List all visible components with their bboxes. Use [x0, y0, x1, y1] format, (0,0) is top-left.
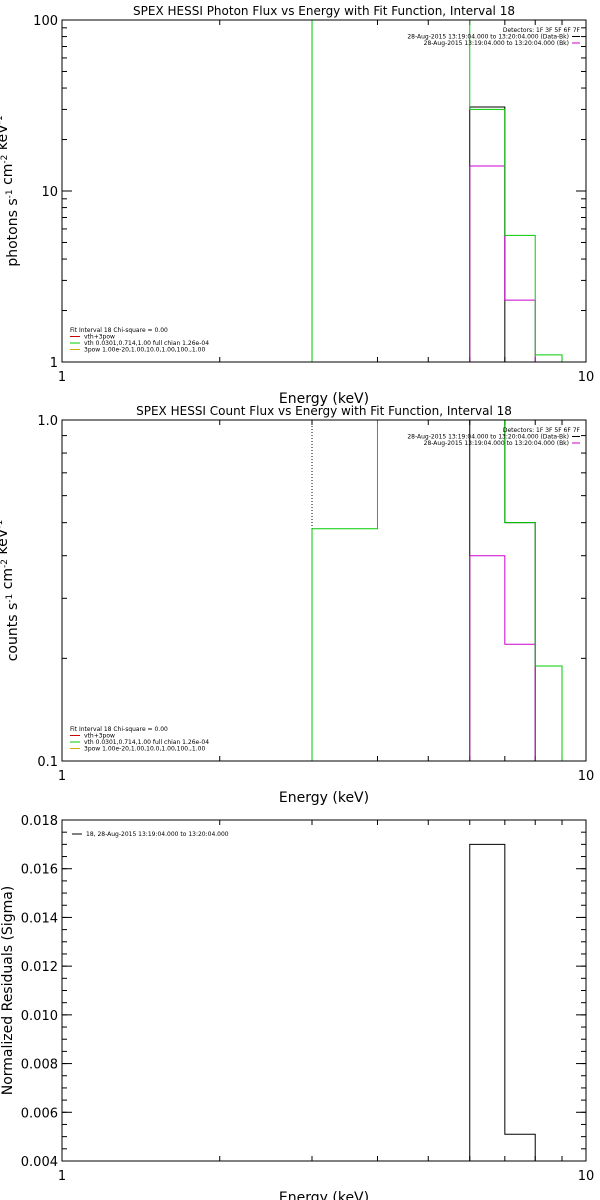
legend-entry: vth 0.0301,0.714,1.00 full chian 1.26e-0… — [84, 340, 209, 347]
x-tick-label: 1 — [58, 769, 66, 784]
y-tick-label: 1.0 — [37, 414, 58, 429]
y-axis-label-part: keV — [0, 124, 11, 155]
legend-top-left: 18, 28-Aug-2015 13:19:04.000 to 13:20:04… — [72, 831, 229, 838]
plot-frame — [61, 419, 587, 762]
legend-entry: 3pow 1.00e-20,1.00,10.0,1.00,100.,1.00 — [84, 746, 205, 753]
legend-entry: vth+3pow — [84, 334, 115, 341]
y-axis-label: Normalized Residuals (Sigma) — [0, 886, 16, 1096]
y-axis-label-part: photons s — [5, 198, 21, 266]
plot-frame — [61, 19, 587, 363]
legend-bottom-left: Fit Interval 18 Chi-square = 0.00vth+3po… — [70, 726, 209, 753]
y-tick-label: 0.006 — [21, 1106, 58, 1121]
legend-entry: 18, 28-Aug-2015 13:19:04.000 to 13:20:04… — [86, 831, 229, 838]
chart-title: SPEX HESSI Photon Flux vs Energy with Fi… — [133, 4, 515, 18]
x-tick-label: 10 — [578, 769, 595, 784]
legend-entry: Fit Interval 18 Chi-square = 0.00 — [70, 327, 168, 334]
y-tick-label: 0.014 — [21, 911, 58, 926]
y-tick-label: 0.018 — [21, 814, 58, 829]
legend-entry: 28-Aug-2015 13:19:04.000 to 13:20:04.000… — [424, 40, 569, 47]
y-tick-label: 0.010 — [21, 1009, 58, 1024]
histogram-series-1 — [469, 420, 536, 761]
plot-frame — [61, 819, 587, 1162]
legend-entry: vth 0.0301,0.714,1.00 full chian 1.26e-0… — [84, 739, 209, 746]
y-axis-label-part: keV — [0, 528, 11, 559]
data-layer — [311, 420, 563, 761]
y-axis-label-part: cm — [0, 568, 16, 594]
y-tick-label: 0.008 — [21, 1058, 58, 1073]
x-tick-label: 10 — [578, 370, 595, 385]
legend-entry: vth+3pow — [84, 733, 115, 740]
y-tick-label: 10 — [41, 185, 58, 200]
y-tick-label: 100 — [33, 14, 58, 29]
data-layer — [469, 843, 536, 1161]
y-axis-label-superscript: -1 — [5, 594, 15, 603]
y-axis-label-part: cm — [0, 164, 16, 190]
x-axis-label: Energy (keV) — [279, 391, 369, 407]
legend-entry: Detectors: 1F 3F 5F 6F 7F — [503, 427, 581, 434]
chart-panel-3: 1 10 0.004 0.006 0.008 0.010 0.012 0.014 0.016 0.… — [0, 814, 594, 1200]
histogram-series-3 — [311, 20, 563, 362]
y-tick-label: 0.012 — [21, 960, 58, 975]
y-axis-label: photons s-1 cm-2 keV-1 — [0, 115, 21, 266]
legend-entry: 28-Aug-2015 13:19:04.000 to 13:20:04.000… — [424, 440, 569, 447]
legend-entry: Detectors: 1F 3F 5F 6F 7F — [503, 27, 581, 34]
histogram-series-1 — [469, 843, 536, 1161]
x-tick-label: 1 — [58, 1169, 66, 1184]
x-axis-label: Energy (keV) — [279, 790, 369, 806]
chart-panel-1: SPEX HESSI Photon Flux vs Energy with Fi… — [0, 4, 594, 407]
y-axis-label: counts s-1 cm-2 keV-1 — [0, 520, 21, 662]
x-tick-label: 10 — [578, 1169, 595, 1184]
y-axis-label-part: Normalized Residuals (Sigma) — [0, 886, 16, 1096]
legend-entry: 28-Aug-2015 13:19:04.000 to 13:20:04.000… — [407, 434, 569, 441]
chart-title: SPEX HESSI Count Flux vs Energy with Fit… — [136, 404, 512, 418]
y-tick-label: 1 — [50, 356, 58, 371]
y-axis-label-superscript: -1 — [0, 115, 5, 124]
y-axis-label-superscript: -1 — [5, 189, 15, 198]
y-axis-label-part: counts s — [5, 603, 21, 662]
x-tick-label: 1 — [58, 370, 66, 385]
histogram-series-2 — [469, 555, 536, 761]
legend-entry: 28-Aug-2015 13:19:04.000 to 13:20:04.000… — [407, 34, 569, 41]
histogram-series-3 — [311, 420, 563, 761]
x-axis-label: Energy (keV) — [279, 1190, 369, 1200]
y-tick-label: 0.1 — [37, 755, 58, 770]
legend-entry: Fit Interval 18 Chi-square = 0.00 — [70, 726, 168, 733]
chart-panel-2: SPEX HESSI Count Flux vs Energy with Fit… — [0, 404, 594, 806]
legend-entry: 3pow 1.00e-20,1.00,10.0,1.00,100.,1.00 — [84, 347, 205, 354]
y-tick-label: 0.016 — [21, 863, 58, 878]
histogram-series-2 — [469, 165, 563, 362]
y-tick-label: 0.004 — [21, 1155, 58, 1170]
legend-bottom-left: Fit Interval 18 Chi-square = 0.00vth+3po… — [70, 327, 209, 354]
y-axis-label-superscript: -2 — [0, 559, 10, 568]
y-axis-label-superscript: -1 — [0, 520, 5, 529]
data-layer — [311, 20, 563, 362]
y-axis-label-superscript: -2 — [0, 155, 10, 164]
